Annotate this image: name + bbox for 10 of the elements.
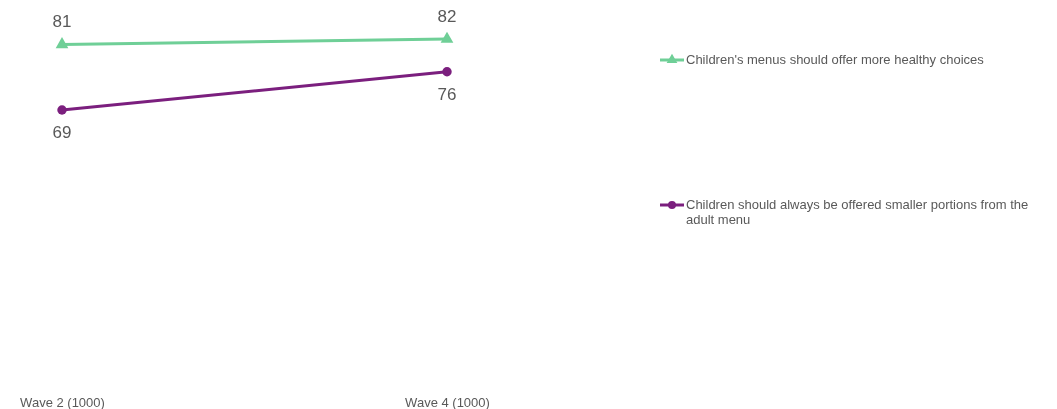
data-label: 81 (52, 12, 72, 32)
data-label: 76 (437, 84, 457, 104)
data-label: 82 (437, 7, 457, 26)
legend-label: Children should always be offered smaller portions from the adult menu (686, 197, 1029, 227)
x-tick-label: Wave 4 (1000) (405, 394, 490, 409)
data-label: 69 (52, 123, 72, 142)
point (442, 67, 452, 77)
x-tick-label: Wave 2 (1000) (20, 394, 105, 409)
legend-label: Children's menus should offer more healthy choices (686, 52, 985, 67)
point (57, 105, 67, 115)
